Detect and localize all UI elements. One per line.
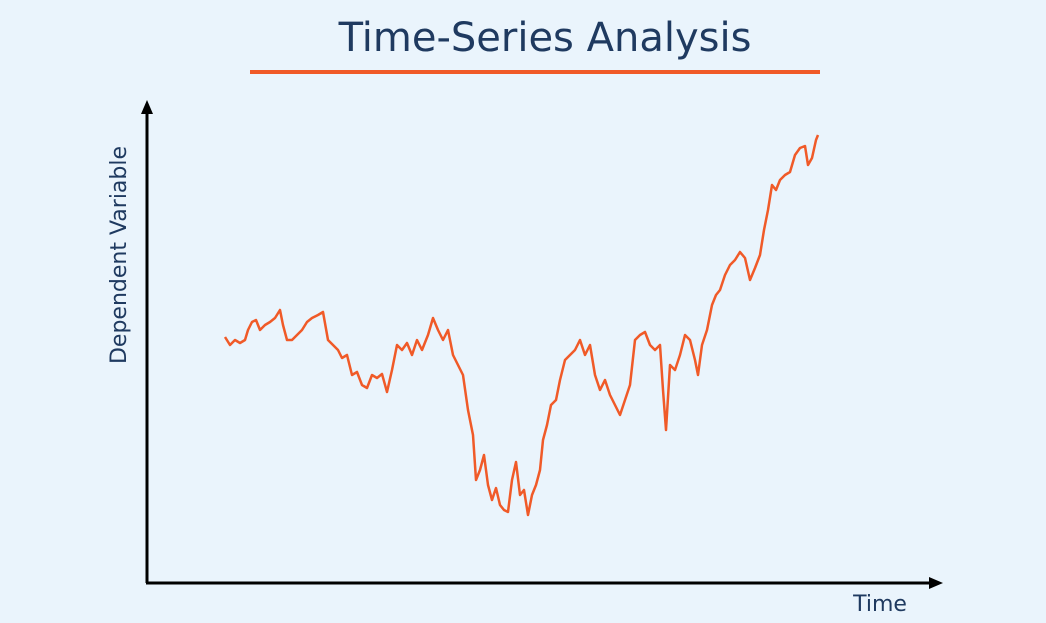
x-axis-arrow: [929, 577, 943, 589]
x-axis-label: Time: [852, 592, 907, 617]
data-line: [223, 134, 820, 517]
y-axis-label: Dependent Variable: [107, 146, 132, 364]
y-axis-arrow: [141, 100, 153, 114]
chart-title: Time-Series Analysis: [338, 15, 752, 61]
